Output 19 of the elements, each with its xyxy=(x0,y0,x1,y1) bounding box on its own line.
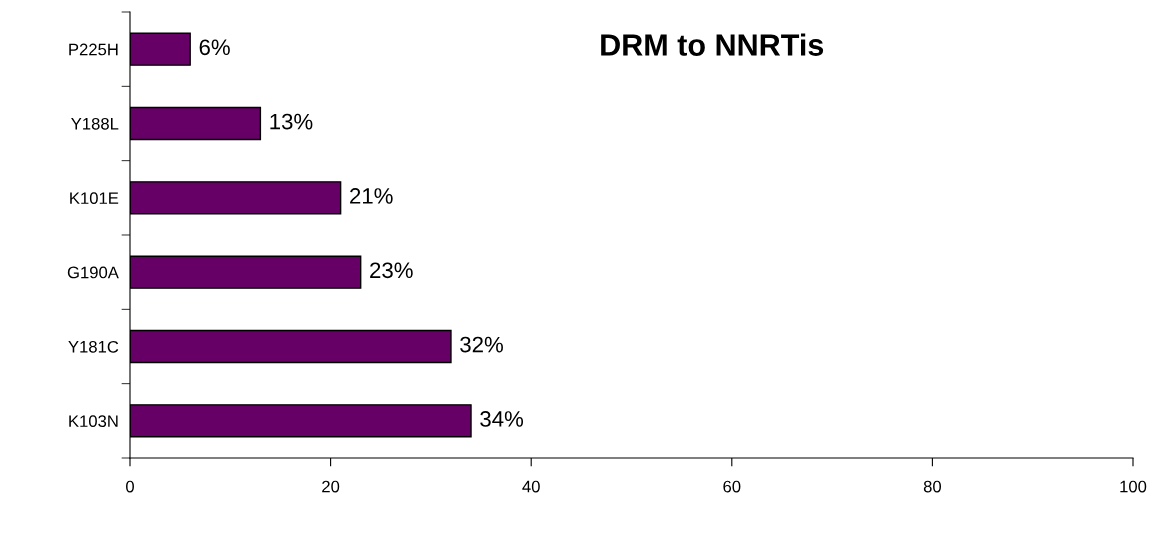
y-tick-label: K103N xyxy=(69,415,118,428)
data-label: 13% xyxy=(270,113,313,130)
data-label: 34% xyxy=(480,411,524,427)
x-tick-label: 0 xyxy=(126,480,134,493)
x-tick-label: 100 xyxy=(1120,480,1147,493)
x-tick-label: 40 xyxy=(522,480,540,493)
data-label: 32% xyxy=(460,336,503,353)
data-label: 23% xyxy=(370,262,413,279)
y-tick-label: G190A xyxy=(67,266,119,279)
y-tick-label: Y188L xyxy=(71,117,119,130)
data-label: 21% xyxy=(350,188,393,204)
y-tick-label: K101E xyxy=(70,192,119,205)
text: DRM to NNRTis xyxy=(601,33,824,56)
x-tick-label: 80 xyxy=(923,480,942,493)
data-label: 6% xyxy=(199,39,230,56)
x-tick-label: 20 xyxy=(322,480,340,493)
x-tick-label: 60 xyxy=(723,480,741,493)
y-tick-label: Y181C xyxy=(68,340,119,353)
y-tick-label: P225H xyxy=(69,43,118,56)
